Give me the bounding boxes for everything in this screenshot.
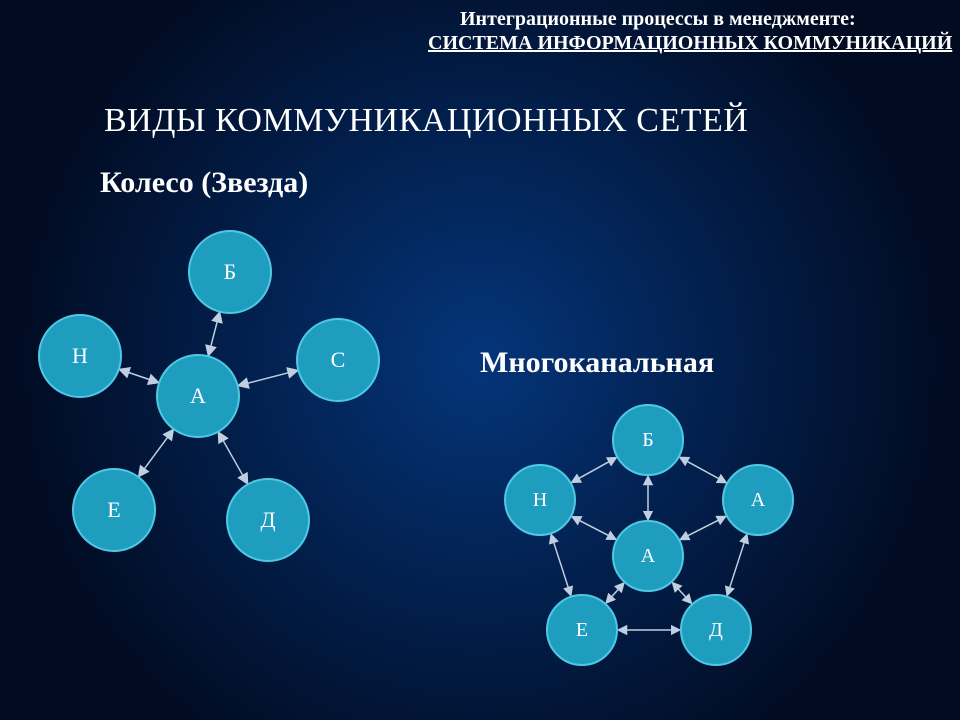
mesh-node-label: А [751,489,765,512]
star-edge [124,371,155,381]
star-node-label: А [190,383,206,409]
mesh-node: Н [504,464,576,536]
mesh-node-label: Д [709,619,723,642]
mesh-edge [728,538,745,592]
mesh-edge [684,518,723,538]
mesh-node: Е [546,594,618,666]
mesh-node: А [612,520,684,592]
star-edge [221,436,246,480]
star-edge [243,371,294,384]
star-node: А [156,354,240,438]
star-edge [141,433,170,473]
star-node: Е [72,468,156,552]
mesh-node-label: Б [642,429,653,452]
mesh-edge [675,585,689,600]
main-title: ВИДЫ КОММУНИКАЦИОННЫХ СЕТЕЙ [104,102,748,140]
header-line-1: Интеграционные процессы в менеджменте: [460,8,856,31]
mesh-edge [576,518,613,537]
mesh-node: Б [612,404,684,476]
star-node-label: Е [107,497,120,523]
star-diagram-title: Колесо (Звезда) [100,166,308,200]
star-edge [209,317,218,352]
star-node: Б [188,230,272,314]
star-node-label: Б [224,259,237,285]
mesh-diagram-title: Многоканальная [480,346,714,380]
star-node: С [296,318,380,402]
mesh-edge [575,459,613,480]
mesh-node: А [722,464,794,536]
mesh-edge [552,538,569,592]
star-node: Н [38,314,122,398]
header-line-2: СИСТЕМА ИНФОРМАЦИОННЫХ КОММУНИКАЦИЙ [428,32,952,55]
mesh-node-label: Н [533,489,547,512]
star-node-label: Д [260,507,275,533]
mesh-node-label: Е [576,619,588,642]
mesh-node: Д [680,594,752,666]
star-node-label: Н [72,343,88,369]
mesh-node-label: А [641,545,655,568]
mesh-edge [683,459,723,481]
mesh-edge [609,586,622,600]
star-node-label: С [331,347,346,373]
star-node: Д [226,478,310,562]
